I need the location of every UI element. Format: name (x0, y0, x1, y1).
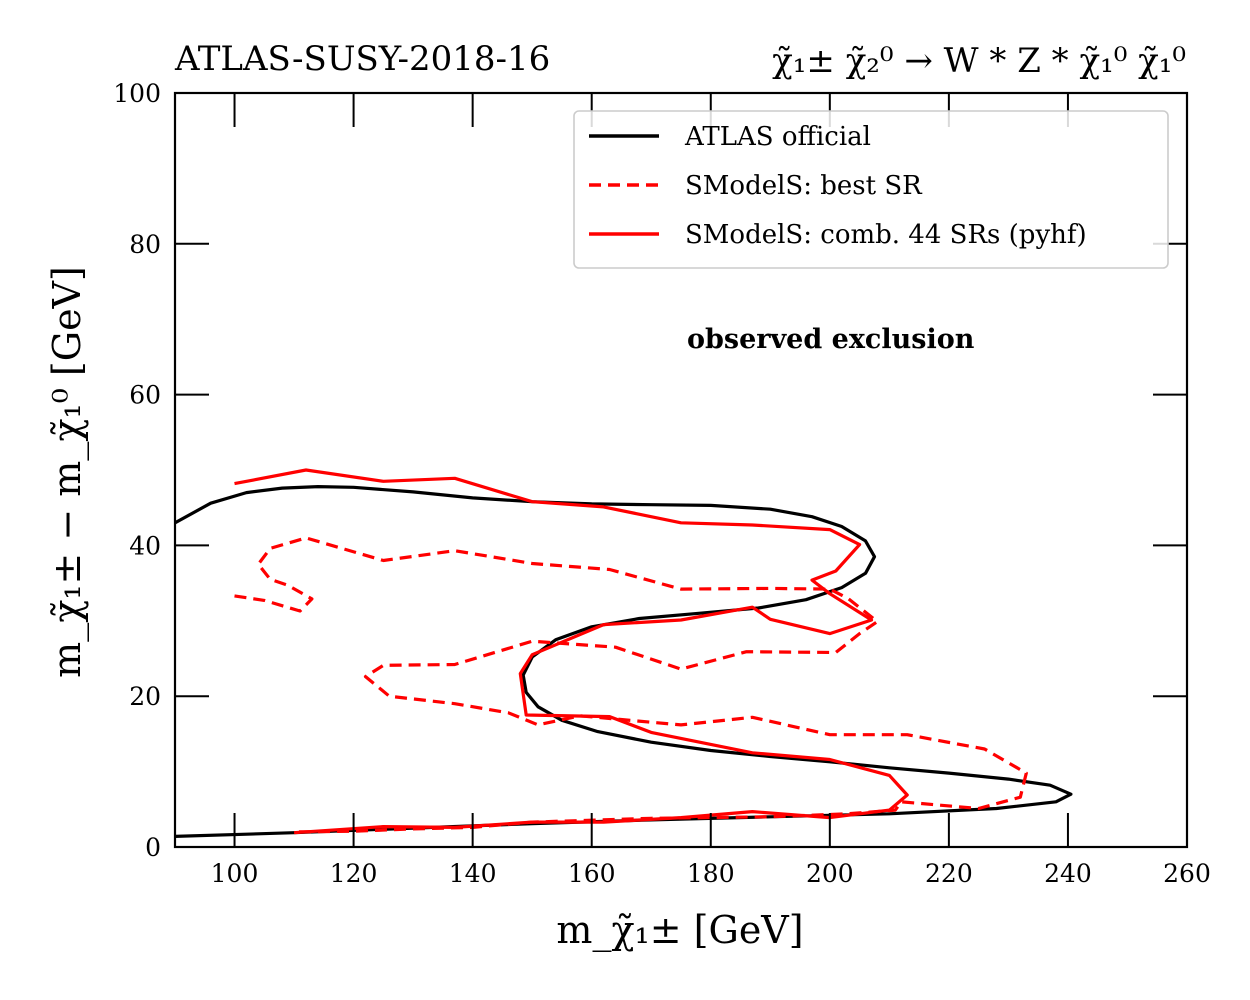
x-tick-label: 200 (806, 859, 854, 888)
y-tick-label: 40 (129, 531, 161, 560)
series-line-3 (234, 468, 909, 835)
y-tick-label: 60 (129, 381, 161, 410)
plot-frame (173, 91, 1189, 849)
legend-label-2: SModelS: best SR (685, 171, 923, 201)
observed-exclusion-annotation: observed exclusion (687, 324, 975, 355)
x-tick-label: 220 (925, 859, 973, 888)
chart-title-right: χ̃₁± χ̃₂⁰ → W * Z * χ̃₁⁰ χ̃₁⁰ (772, 41, 1186, 81)
x-tick-label: 160 (568, 859, 616, 888)
tick-labels-layer: 100 120 140 160 180 200 220 240 260 0 20 40 60 80 100 (113, 79, 1211, 888)
x-tick-label: 100 (211, 859, 259, 888)
y-tick-label: 100 (113, 79, 161, 108)
x-tick-label: 140 (449, 859, 497, 888)
legend-label-3: SModelS: comb. 44 SRs (pyhf) (685, 220, 1087, 250)
chart-title-left: ATLAS-SUSY-2018-16 (174, 39, 550, 79)
y-tick-label: 20 (129, 682, 161, 711)
x-axis-label: m_χ̃₁± [GeV] (556, 908, 803, 953)
x-tick-label: 120 (330, 859, 378, 888)
series-line-2 (234, 536, 1028, 834)
legend-box (573, 110, 1169, 269)
x-tick-label: 240 (1044, 859, 1092, 888)
series-layer (175, 468, 1073, 838)
legend: ATLAS official SModelS: best SR SModelS: c… (573, 110, 1169, 269)
y-tick-label: 80 (129, 230, 161, 259)
y-tick-label: 0 (145, 833, 161, 862)
legend-label-1: ATLAS official (684, 122, 871, 152)
x-tick-label: 260 (1163, 859, 1211, 888)
x-tick-label: 180 (687, 859, 735, 888)
y-axis-label: m_χ̃₁± − m_χ̃₁⁰ [GeV] (45, 266, 90, 678)
